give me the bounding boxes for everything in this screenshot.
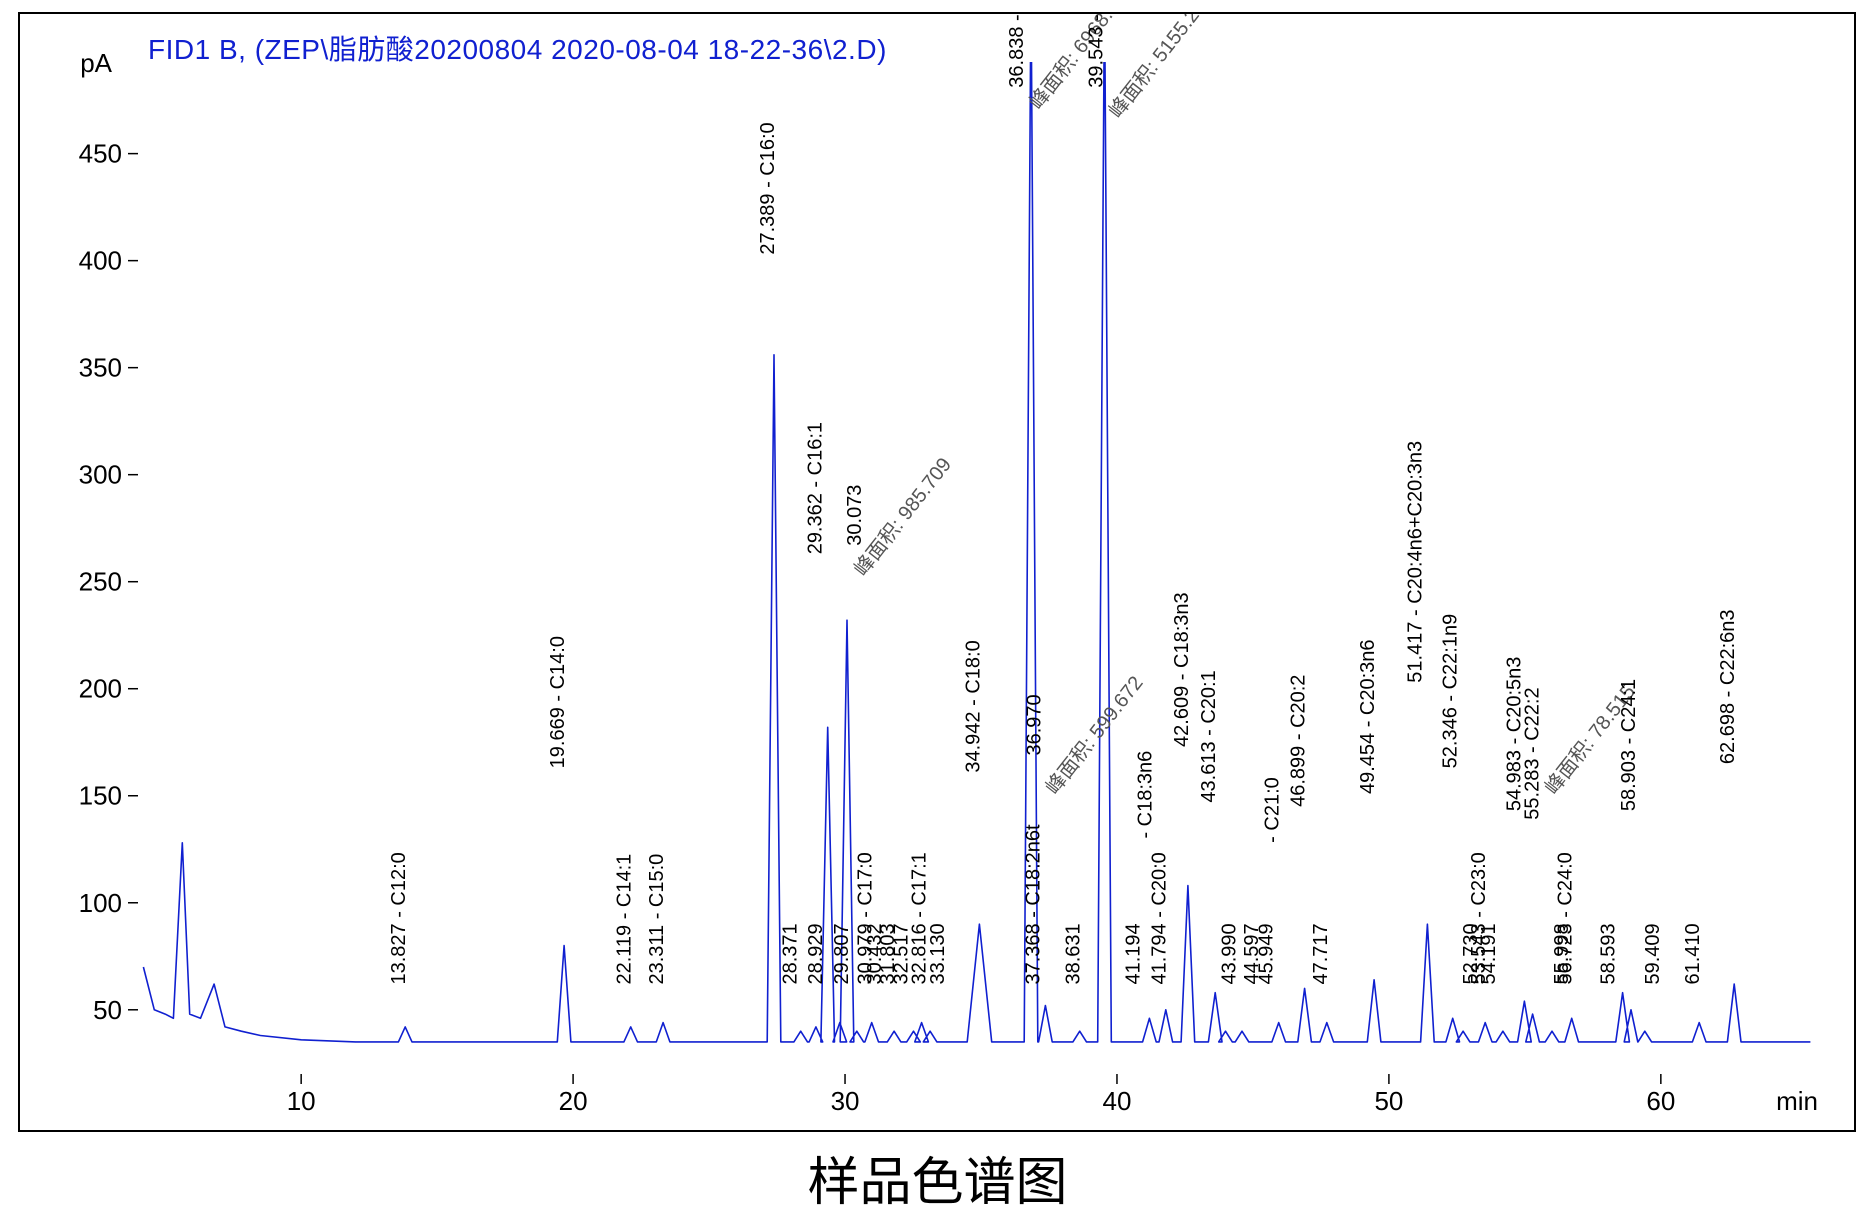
svg-text:250: 250	[79, 567, 122, 597]
peak-label: 23.311 - C15:0	[646, 854, 668, 985]
peak-label: 52.346 - C22:1n9	[1440, 614, 1462, 769]
peak-label: 33.130	[927, 923, 949, 984]
svg-text:350: 350	[79, 353, 122, 383]
peak-label: 30.073	[844, 485, 866, 546]
peak-label: 34.942 - C18:0	[962, 640, 984, 772]
svg-text:pA: pA	[80, 48, 112, 78]
svg-text:30: 30	[831, 1086, 860, 1116]
title-prefix: FID1 B, (	[148, 34, 265, 65]
svg-text:150: 150	[79, 781, 122, 811]
peak-label: 30.979 - C17:0	[855, 852, 877, 984]
svg-text:10: 10	[287, 1086, 316, 1116]
peak-label: 19.669 - C14:0	[547, 636, 569, 768]
peak-area-label: 峰面积: 599.672	[1041, 672, 1147, 799]
peak-label: 13.827 - C12:0	[388, 852, 410, 984]
chromatogram-svg: 50 100 150 200 250 300 350 400 450 pA 10 20 30 40 50 60…	[20, 14, 1854, 1130]
peak-label: 59.409	[1642, 923, 1664, 984]
peak-label: 47.717	[1310, 923, 1332, 984]
svg-text:200: 200	[79, 674, 122, 704]
peak-label: 29.807	[831, 923, 853, 984]
peak-label: 43.990	[1218, 923, 1240, 984]
svg-text:50: 50	[1374, 1086, 1403, 1116]
peak-label: 22.119 - C14:1	[614, 854, 636, 985]
peak-label: 62.698 - C22:6n3	[1717, 609, 1739, 764]
svg-text:300: 300	[79, 460, 122, 490]
peak-label: 28.371	[780, 923, 802, 984]
peak-label: 51.417 - C20:4n6+C20:3n3	[1404, 441, 1426, 683]
peak-label: 58.903 - C24:1	[1618, 679, 1640, 811]
peak-label: 46.899 - C20:2	[1288, 675, 1310, 807]
svg-text:450: 450	[79, 139, 122, 169]
peak-label: 36.838 - C18:1n9c	[1006, 14, 1028, 88]
peak-label: 38.631	[1063, 923, 1085, 984]
peak-label: 54.191	[1478, 923, 1500, 984]
page-root: FID1 B, (ZEP\脂肪酸20200804 2020-08-04 18-2…	[0, 0, 1875, 1226]
peak-label: 41.794 - C20:0	[1149, 852, 1171, 984]
title-path: ZEP\脂肪酸20200804 2020-08-04 18-22-36\2.D	[265, 34, 878, 65]
peak-label: 42.609 - C18:3n3	[1171, 592, 1193, 747]
peak-label: 56.723 - C24:0	[1555, 852, 1577, 984]
peak-label: 37.368 - C18:2n6t	[1022, 824, 1044, 985]
peak-area-label: 峰面积: 5155.24	[1104, 14, 1210, 122]
peak-label: 41.194	[1122, 923, 1144, 984]
svg-text:400: 400	[79, 246, 122, 276]
peak-label: 28.929	[805, 923, 827, 984]
svg-text:40: 40	[1103, 1086, 1132, 1116]
svg-text:min: min	[1776, 1086, 1818, 1116]
peak-label: 55.283 - C22:2	[1522, 687, 1544, 819]
peak-label: 58.593	[1598, 923, 1620, 984]
title-suffix: )	[877, 34, 887, 65]
peak-label: 39.543 - C18:2n6c	[1086, 14, 1108, 88]
peak-label: 43.613 - C20:1	[1198, 670, 1220, 802]
svg-text:100: 100	[79, 888, 122, 918]
peak-label-extra: - C18:3n6	[1135, 751, 1157, 839]
peak-label: 45.949	[1256, 923, 1278, 984]
chart-title: FID1 B, (ZEP\脂肪酸20200804 2020-08-04 18-2…	[148, 28, 887, 68]
peak-label: 27.389 - C16:0	[757, 122, 779, 254]
svg-text:60: 60	[1646, 1086, 1675, 1116]
svg-text:20: 20	[559, 1086, 588, 1116]
peak-label-extra: - C21:0	[1262, 777, 1284, 843]
svg-text:50: 50	[93, 995, 122, 1025]
peak-label: 36.970	[1024, 694, 1046, 755]
peak-label: 49.454 - C20:3n6	[1357, 639, 1379, 794]
peak-label: 29.362 - C16:1	[805, 422, 827, 554]
caption: 样品色谱图	[0, 1140, 1875, 1215]
chart-frame: FID1 B, (ZEP\脂肪酸20200804 2020-08-04 18-2…	[18, 12, 1856, 1132]
peak-label: 61.410	[1682, 923, 1704, 984]
